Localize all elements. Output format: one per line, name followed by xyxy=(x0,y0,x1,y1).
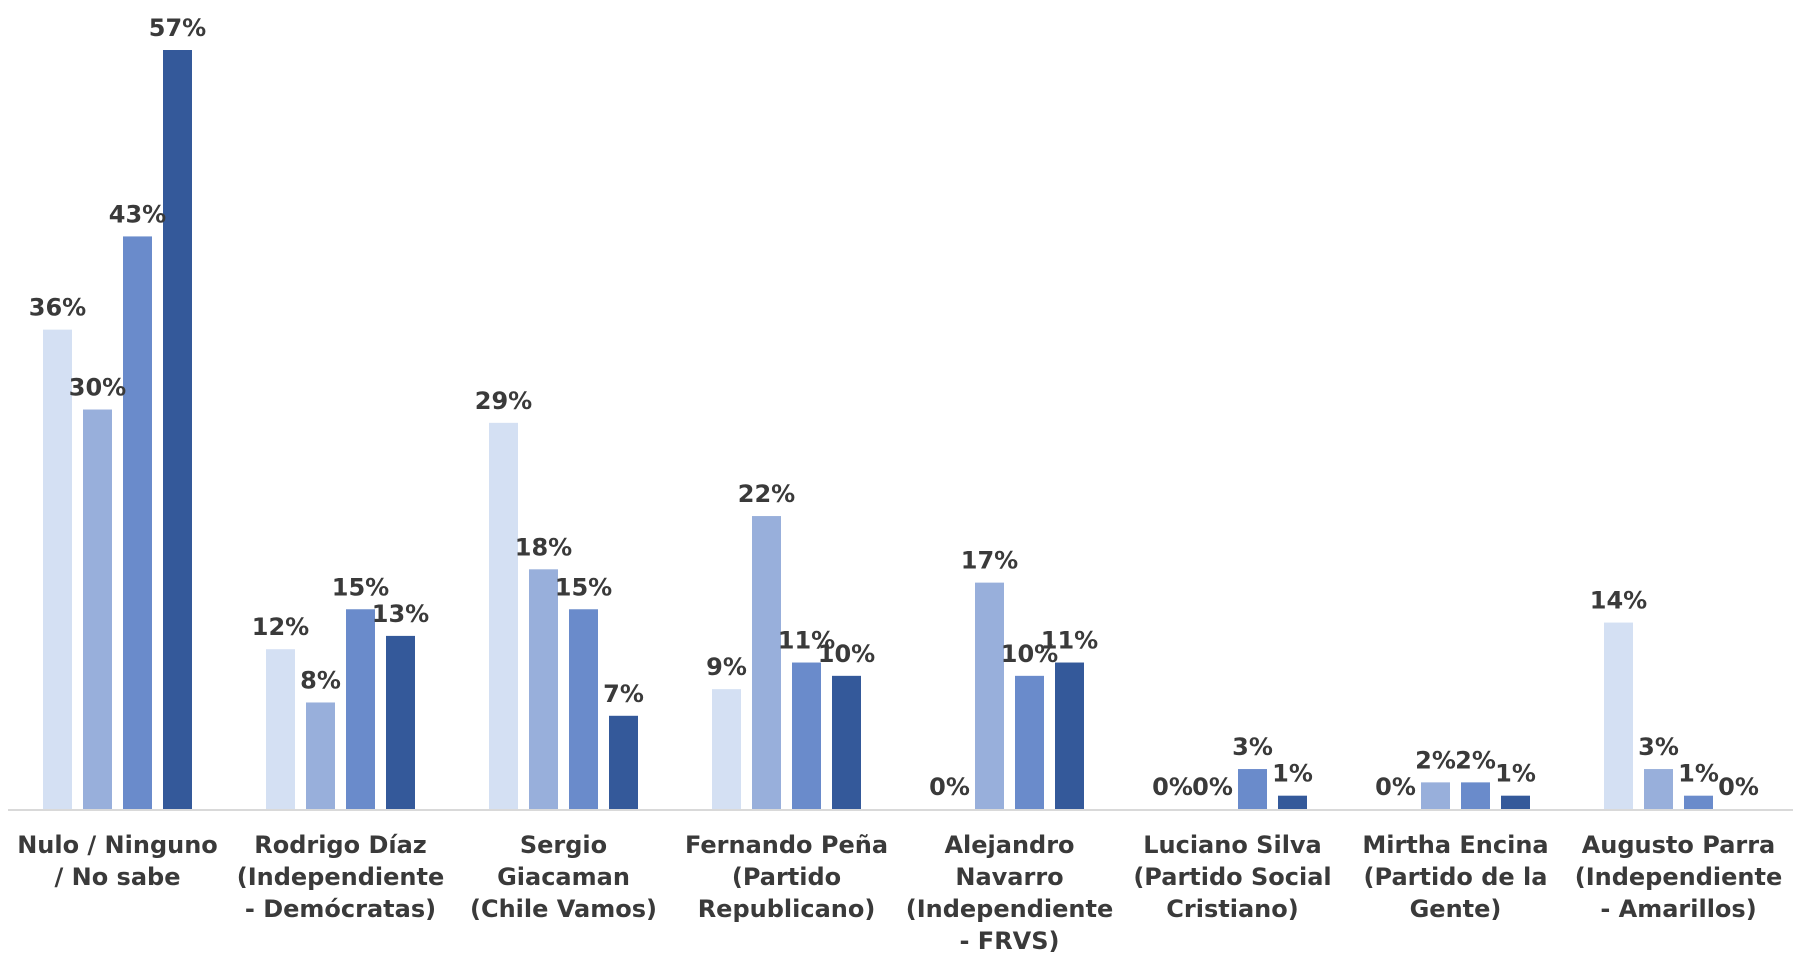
bar xyxy=(123,236,152,810)
bar xyxy=(609,715,638,809)
data-label: 2% xyxy=(1415,746,1456,774)
bar xyxy=(1461,782,1490,809)
data-label: 10% xyxy=(818,640,875,668)
data-label: 57% xyxy=(149,14,206,42)
category-label-line: Augusto Parra xyxy=(1582,831,1776,859)
data-label: 11% xyxy=(778,627,835,655)
data-label: 2% xyxy=(1455,746,1496,774)
value-labels-group: 36%30%43%57%12%8%15%13%29%18%15%7%9%22%1… xyxy=(29,14,1759,801)
bars-group xyxy=(43,50,1713,810)
data-label: 0% xyxy=(1375,773,1416,801)
bar xyxy=(1278,795,1307,809)
data-label: 1% xyxy=(1678,760,1719,788)
data-label: 0% xyxy=(929,773,970,801)
bar xyxy=(752,516,781,809)
bar xyxy=(1015,675,1044,809)
category-label-line: - Demócratas) xyxy=(245,895,436,923)
bar xyxy=(1501,795,1530,809)
data-label: 9% xyxy=(706,653,747,681)
bar xyxy=(306,702,335,809)
bar xyxy=(529,569,558,809)
data-label: 11% xyxy=(1041,627,1098,655)
data-label: 8% xyxy=(300,666,341,694)
category-label-line: Gente) xyxy=(1410,895,1502,923)
category-label-line: - FRVS) xyxy=(959,927,1059,955)
bar xyxy=(83,409,112,809)
category-label-line: Fernando Peña xyxy=(685,831,888,859)
data-label: 30% xyxy=(69,374,126,402)
data-label: 0% xyxy=(1152,773,1193,801)
category-label: Alejandro Navarro (Independiente - FRVS) xyxy=(906,831,1114,955)
data-label: 14% xyxy=(1590,587,1647,615)
bar xyxy=(1055,662,1084,809)
category-label-line: Rodrigo Díaz xyxy=(254,831,427,859)
data-label: 3% xyxy=(1232,733,1273,761)
category-label-line: Mirtha Encina xyxy=(1362,831,1548,859)
category-label-line: (Independiente xyxy=(1575,863,1783,891)
category-label-line: (Partido Social xyxy=(1133,863,1331,891)
category-label-line: Giacaman xyxy=(497,863,630,891)
bar xyxy=(1644,769,1673,809)
data-label: 7% xyxy=(603,680,644,708)
category-label: Nulo / Ninguno / No sabe xyxy=(17,831,218,891)
bar xyxy=(266,649,295,809)
category-label-line: - Amarillos) xyxy=(1600,895,1756,923)
category-label: Rodrigo Díaz (Independiente - Demócratas) xyxy=(237,831,445,923)
data-label: 1% xyxy=(1495,760,1536,788)
category-label-line: (Chile Vamos) xyxy=(470,895,657,923)
category-label-line: (Independiente xyxy=(906,895,1114,923)
category-label-line: Nulo / Ninguno xyxy=(17,831,218,859)
bar xyxy=(43,329,72,809)
category-label-line: Sergio xyxy=(520,831,607,859)
category-label: Augusto Parra (Independiente - Amarillos) xyxy=(1575,831,1783,923)
data-label: 1% xyxy=(1272,760,1313,788)
data-label: 12% xyxy=(252,613,309,641)
category-label-line: Republicano) xyxy=(698,895,876,923)
bar xyxy=(346,609,375,809)
data-label: 15% xyxy=(332,573,389,601)
data-label: 10% xyxy=(1001,640,1058,668)
data-label: 43% xyxy=(109,200,166,228)
category-label: Fernando Peña (Partido Republicano) xyxy=(685,831,888,923)
category-label-line: Alejandro xyxy=(944,831,1074,859)
data-label: 0% xyxy=(1192,773,1233,801)
category-labels-group: Nulo / Ninguno / No sabe Rodrigo Díaz (Inde… xyxy=(17,831,1782,955)
data-label: 29% xyxy=(475,387,532,415)
bar xyxy=(1238,769,1267,809)
data-label: 22% xyxy=(738,480,795,508)
category-label-line: (Partido xyxy=(732,863,841,891)
category-label-line: (Independiente xyxy=(237,863,445,891)
category-label: Mirtha Encina (Partido de la Gente) xyxy=(1362,831,1548,923)
category-label-line: Navarro xyxy=(955,863,1063,891)
bar xyxy=(792,662,821,809)
bar xyxy=(712,689,741,809)
data-label: 18% xyxy=(515,533,572,561)
data-label: 36% xyxy=(29,294,86,322)
category-label: Sergio Giacaman (Chile Vamos) xyxy=(470,831,657,923)
category-label-line: Luciano Silva xyxy=(1143,831,1322,859)
bar xyxy=(163,50,192,809)
bar xyxy=(1684,795,1713,809)
bar xyxy=(1421,782,1450,809)
bar xyxy=(975,582,1004,809)
category-label-line: / No sabe xyxy=(55,863,181,891)
data-label: 13% xyxy=(372,600,429,628)
bar xyxy=(569,609,598,809)
category-label-line: (Partido de la xyxy=(1364,863,1548,891)
data-label: 17% xyxy=(961,547,1018,575)
bar xyxy=(832,675,861,809)
bar xyxy=(386,635,415,809)
category-label-line: Cristiano) xyxy=(1166,895,1298,923)
data-label: 15% xyxy=(555,573,612,601)
data-label: 3% xyxy=(1638,733,1679,761)
data-label: 0% xyxy=(1718,773,1759,801)
category-label: Luciano Silva (Partido Social Cristiano) xyxy=(1133,831,1331,923)
bar xyxy=(489,422,518,809)
bar xyxy=(1604,622,1633,809)
